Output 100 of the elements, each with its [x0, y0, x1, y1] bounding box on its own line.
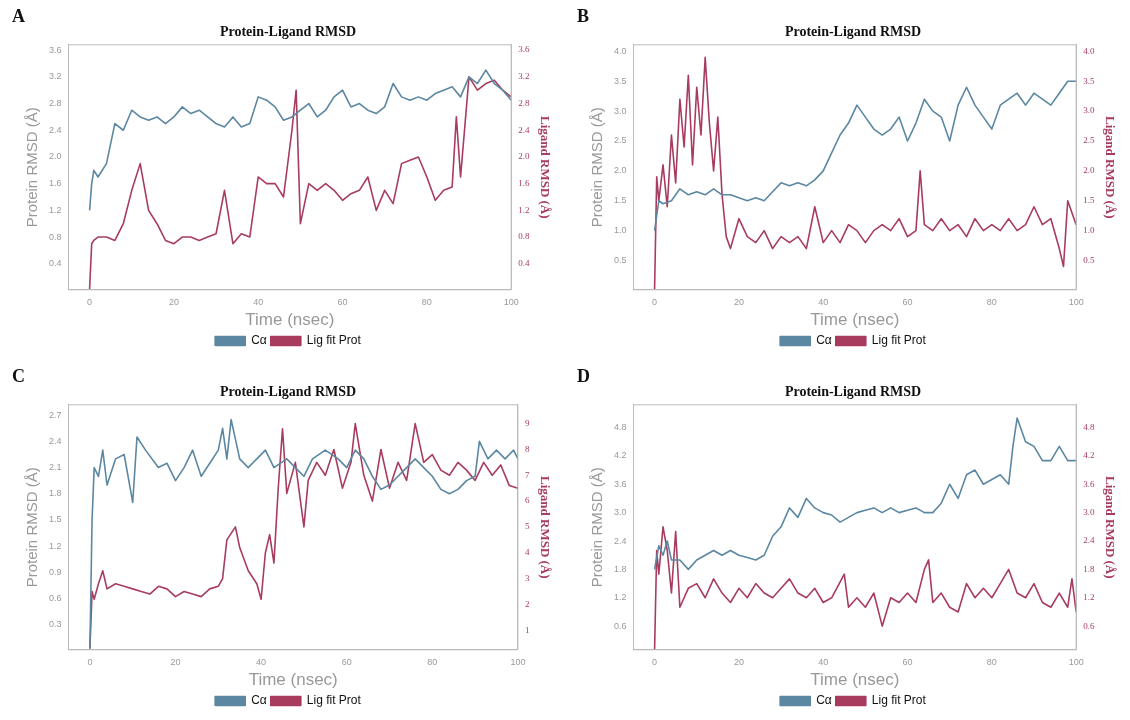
x-tick-label: 80 [986, 656, 997, 667]
y2-tick-label: 3.5 [1083, 75, 1095, 86]
y-tick-label: 4.0 [614, 45, 627, 56]
y-tick-label: 3.6 [614, 478, 627, 489]
x-tick-label: 40 [818, 656, 829, 667]
y2-tick-label: 3 [524, 572, 530, 583]
x-axis-title: Time (nsec) [245, 310, 335, 330]
y-tick-label: 1.8 [49, 488, 62, 499]
y2-tick-label: 1.0 [1083, 225, 1095, 235]
legend-label: Lig fit Prot [306, 333, 362, 348]
y2-tick-label: 3.6 [1083, 478, 1095, 489]
x-axis-title: Time (nsec) [810, 670, 900, 690]
y-tick-label: 0.8 [49, 231, 62, 242]
y2-tick-label: 2.8 [518, 97, 530, 108]
x-tick-label: 40 [253, 296, 264, 307]
y2-tick-label: 2.4 [518, 124, 530, 135]
y-tick-label: 1.6 [49, 178, 62, 189]
x-tick-label: 100 [1068, 656, 1084, 667]
legend-label: Cα [251, 333, 267, 348]
y2-tick-label: 3.0 [1083, 507, 1095, 517]
y2-tick-label: 8 [524, 443, 530, 454]
y2-tick-label: 4.2 [1083, 450, 1095, 461]
y2-tick-label: 5 [524, 521, 530, 532]
y-tick-label: 2.8 [49, 98, 62, 109]
x-tick-label: 60 [902, 296, 913, 307]
y2-tick-label: 1.6 [518, 178, 530, 189]
y2-tick-label: 1.5 [1083, 195, 1095, 206]
y-tick-label: 3.0 [614, 507, 627, 518]
y-tick-label: 1.8 [614, 563, 627, 574]
x-tick-label: 80 [986, 296, 997, 307]
y2-axis-title: Ligand RMSD (Å) [1102, 476, 1118, 579]
x-tick-label: 80 [427, 656, 438, 667]
y-tick-label: 2.0 [614, 165, 627, 176]
chart-title: Protein-Ligand RMSD [219, 384, 357, 400]
y-tick-label: 3.2 [49, 71, 62, 82]
y2-tick-label: 7 [524, 469, 530, 480]
x-tick-label: 80 [421, 296, 432, 307]
x-tick-label: 100 [1068, 296, 1084, 307]
y2-tick-label: 0.5 [1083, 254, 1095, 265]
y2-tick-label: 2.4 [1083, 535, 1095, 546]
y-tick-label: 1.5 [614, 195, 627, 206]
y2-tick-label: 2.5 [1083, 135, 1095, 146]
x-tick-label: 100 [510, 656, 526, 667]
text: C [12, 366, 25, 387]
x-tick-label: 60 [902, 656, 913, 667]
y2-tick-label: 3.0 [1083, 105, 1095, 116]
text: A [12, 6, 25, 27]
y-tick-label: 2.1 [49, 462, 62, 473]
y2-tick-label: 4.8 [1083, 421, 1095, 432]
x-tick-label: 20 [733, 656, 744, 667]
legend-label: Cα [816, 693, 832, 708]
chart-title: Protein-Ligand RMSD [784, 384, 922, 400]
x-tick-label: 0 [652, 656, 658, 667]
y-axis-title: Protein RMSD (Å) [588, 107, 606, 228]
y2-tick-label: 2 [524, 598, 530, 609]
x-tick-label: 20 [170, 656, 181, 667]
y-tick-label: 4.8 [614, 421, 627, 432]
y-tick-label: 2.5 [614, 135, 627, 146]
x-tick-label: 20 [733, 296, 744, 307]
y-tick-label: 0.3 [49, 619, 62, 629]
x-tick-label: 0 [87, 296, 93, 307]
y-tick-label: 0.4 [49, 258, 62, 269]
y2-tick-label: 4.0 [1083, 45, 1095, 56]
y2-tick-label: 4 [524, 547, 530, 558]
y-tick-label: 2.4 [49, 435, 62, 446]
x-tick-label: 40 [256, 656, 267, 667]
x-axis-title: Time (nsec) [810, 310, 900, 330]
legend-label: Lig fit Prot [871, 693, 927, 708]
legend-label: Lig fit Prot [871, 333, 927, 348]
y2-tick-label: 1.2 [518, 204, 530, 215]
chart-title: Protein-Ligand RMSD [784, 24, 922, 40]
y-tick-label: 2.4 [614, 535, 627, 546]
y2-tick-label: 0.4 [518, 258, 530, 269]
x-tick-label: 60 [341, 656, 352, 667]
y2-tick-label: 0.8 [518, 231, 530, 242]
x-axis-title: Time (nsec) [248, 670, 338, 690]
y2-tick-label: 3.6 [518, 44, 530, 55]
legend-label: Lig fit Prot [306, 693, 362, 708]
y2-axis-title: Ligand RMSD (Å) [537, 116, 553, 219]
x-tick-label: 40 [818, 296, 829, 307]
y2-tick-label: 0.6 [1083, 620, 1095, 631]
x-tick-label: 100 [503, 296, 519, 307]
y-tick-label: 1.2 [614, 592, 627, 603]
y-tick-label: 2.7 [49, 409, 62, 420]
y-tick-label: 2.4 [49, 124, 62, 135]
y-tick-label: 0.6 [49, 592, 62, 603]
y2-tick-label: 1.8 [1083, 563, 1095, 574]
x-tick-label: 0 [87, 656, 93, 667]
y-tick-label: 3.0 [614, 105, 627, 116]
legend-label: Cα [816, 333, 832, 348]
y-tick-label: 0.6 [614, 620, 627, 631]
y2-tick-label: 3.2 [518, 71, 530, 82]
y-axis-title: Protein RMSD (Å) [23, 467, 41, 588]
x-tick-label: 20 [168, 296, 179, 307]
y2-tick-label: 6 [524, 495, 530, 506]
y-tick-label: 4.2 [614, 450, 627, 461]
y2-tick-label: 2.0 [518, 151, 530, 162]
y-tick-label: 1.0 [614, 225, 627, 236]
x-tick-label: 0 [652, 296, 658, 307]
y2-tick-label: 1.2 [1083, 592, 1095, 603]
